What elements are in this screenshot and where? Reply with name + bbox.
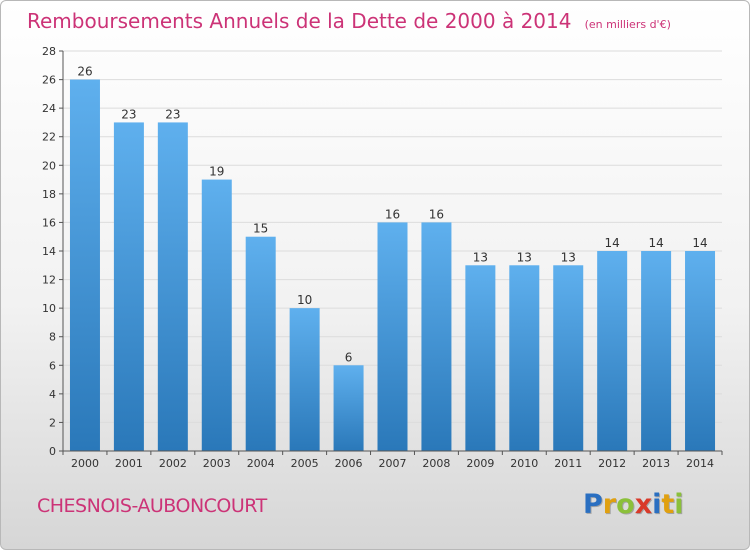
bar [553, 265, 584, 451]
y-tick-label: 16 [42, 216, 56, 229]
x-tick-label: 2002 [159, 457, 187, 470]
y-tick-label: 10 [42, 302, 56, 315]
axes [59, 50, 723, 455]
y-tick-label: 6 [49, 359, 56, 372]
y-tick-label: 12 [42, 274, 56, 287]
logo-letter: P [583, 489, 603, 520]
x-tick-label: 2006 [335, 457, 363, 470]
bar [509, 265, 540, 451]
bar-value-label: 19 [209, 165, 224, 179]
bar [245, 236, 276, 451]
bar [421, 222, 452, 451]
x-tick-label: 2009 [466, 457, 494, 470]
bar-value-label: 26 [77, 65, 92, 79]
bar [465, 265, 496, 451]
logo-letter: o [616, 489, 635, 520]
x-tick-label: 2005 [291, 457, 319, 470]
x-tick-label: 2012 [598, 457, 626, 470]
y-tick-label: 24 [42, 102, 56, 115]
x-tick-label: 2013 [642, 457, 670, 470]
x-tick-label: 2000 [71, 457, 99, 470]
y-tick-label: 18 [42, 188, 56, 201]
x-tick-label: 2011 [554, 457, 582, 470]
y-tick-label: 22 [42, 131, 56, 144]
bars [69, 79, 716, 452]
y-tick-label: 28 [42, 45, 56, 58]
bar [333, 365, 364, 451]
x-tick-label: 2008 [422, 457, 450, 470]
bar [201, 179, 232, 452]
bar [69, 79, 100, 452]
x-tick-label: 2007 [379, 457, 407, 470]
bar-value-label: 23 [121, 107, 136, 121]
bar-value-label: 16 [385, 207, 400, 221]
bar-value-label: 14 [605, 236, 620, 250]
labels: 0246810121416182022242628262000232001232… [42, 45, 714, 470]
bar [289, 308, 320, 451]
bar-value-label: 23 [165, 107, 180, 121]
bar-value-label: 13 [517, 250, 532, 264]
bar-value-label: 16 [429, 207, 444, 221]
y-tick-label: 14 [42, 245, 56, 258]
bar [685, 251, 716, 451]
x-tick-label: 2014 [686, 457, 714, 470]
bar [641, 251, 672, 451]
logo-letter: i [652, 489, 662, 520]
bar-value-label: 15 [253, 222, 268, 236]
bar-value-label: 6 [345, 350, 353, 364]
bar-value-label: 13 [473, 250, 488, 264]
logo-letter: i [674, 489, 684, 520]
y-tick-label: 4 [49, 388, 56, 401]
chart-unit: (en milliers d'€) [584, 18, 671, 31]
bar-value-label: 10 [297, 293, 312, 307]
logo-letter: x [634, 489, 653, 520]
bar-value-label: 14 [648, 236, 663, 250]
bar [597, 251, 628, 451]
y-tick-label: 20 [42, 159, 56, 172]
y-tick-label: 0 [49, 445, 56, 458]
x-tick-label: 2004 [247, 457, 275, 470]
bar [377, 222, 408, 451]
commune-name: CHESNOIS-AUBONCOURT [37, 495, 267, 517]
x-tick-label: 2010 [510, 457, 538, 470]
y-tick-label: 8 [49, 331, 56, 344]
x-tick-label: 2003 [203, 457, 231, 470]
chart-title: Remboursements Annuels de la Dette de 20… [27, 9, 572, 33]
logo-letter: r [602, 489, 617, 520]
bar-value-label: 14 [692, 236, 707, 250]
bar-value-label: 13 [561, 250, 576, 264]
y-tick-label: 26 [42, 74, 56, 87]
proxiti-logo[interactable]: Proxiti [583, 489, 684, 520]
y-tick-label: 2 [49, 416, 56, 429]
bar [157, 122, 188, 451]
bar [113, 122, 144, 451]
chart-title-block: Remboursements Annuels de la Dette de 20… [27, 9, 671, 33]
x-tick-label: 2001 [115, 457, 143, 470]
logo-letter: t [661, 489, 675, 520]
